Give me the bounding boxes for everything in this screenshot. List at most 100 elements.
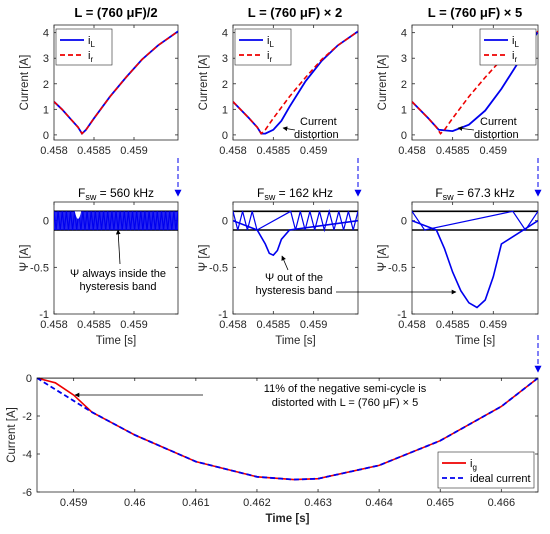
plot-3-ylabel: Current [A]	[377, 55, 389, 111]
plot-2-legend-label-2: ir	[267, 50, 272, 64]
plot-3-xtick-label: 0.458	[398, 145, 426, 157]
annotation-bottom: 11% of the negative semi-cycle is distort…	[264, 383, 427, 409]
plot-1-ytick-label: 4	[43, 28, 49, 40]
plot-3-ytick-label: 0	[401, 130, 407, 142]
plot-4-xtick-label: 0.458	[40, 319, 68, 331]
title-3: L = (760 μF) × 5	[428, 5, 522, 20]
plot-7-xtick-label: 0.463	[304, 497, 332, 509]
plot-6-axes-box	[411, 201, 539, 315]
plot-7-xtick-label: 0.466	[488, 497, 516, 509]
annotation-arrow-out-2	[281, 255, 289, 271]
title-1: L = (760 μF)/2	[74, 5, 157, 20]
plot-5-xtick-label: 0.4585	[256, 319, 290, 331]
plot-4-switching-fill	[54, 211, 178, 230]
annotation-arrow-cd-3	[457, 126, 475, 131]
plot-3-legend-label-2: ir	[512, 50, 517, 64]
plot-1-data	[54, 30, 178, 136]
plot-4-switching-ripple	[54, 211, 178, 231]
plot-7-legend-label-1: ig	[470, 458, 477, 472]
plot-7-xtick-label: 0.461	[182, 497, 210, 509]
plot-7-xlabel: Time [s]	[266, 513, 310, 525]
plot-1-ytick-label: 3	[43, 53, 49, 65]
plot-4-xtick-label: 0.459	[120, 319, 148, 331]
annotation-arrow-inside	[115, 229, 121, 265]
plot-2-ytick-label: 1	[222, 104, 228, 116]
plot-7-data	[37, 378, 538, 481]
plot-1-series-a	[54, 30, 178, 136]
plot-3-ytick-label: 1	[401, 104, 407, 116]
plot-2-series-b	[233, 30, 358, 135]
plot-3-xtick-label: 0.4585	[436, 145, 470, 157]
plot-3-legend-label-1: iL	[512, 35, 519, 49]
plot-5-ytick-label: 0	[222, 216, 228, 228]
plot-5-data	[233, 208, 358, 257]
plot-4-ylabel: Ψ [A]	[19, 245, 31, 272]
fsw-label-3: Fsw = 67.3 kHz	[435, 186, 514, 202]
plot-2-xtick-label: 0.458	[219, 145, 247, 157]
plot-6-ylabel: Ψ [A]	[377, 245, 389, 272]
plot-3-ytick-label: 2	[401, 79, 407, 91]
plot-1-legend-label-1: iL	[88, 35, 95, 49]
plot-1-xtick-label: 0.4585	[77, 145, 111, 157]
plot-5-axes-box	[232, 201, 359, 315]
plot-6-ytick-label: -1	[397, 309, 407, 321]
plot-1-ytick-label: 2	[43, 79, 49, 91]
plot-3-legend-box	[479, 28, 537, 66]
plot-3-ytick-label: 3	[401, 53, 407, 65]
title-2: L = (760 μF) × 2	[248, 5, 342, 20]
annotation-psi-inside: Ψ always inside the hysteresis band	[70, 268, 166, 293]
plot-1-ylabel: Current [A]	[19, 55, 31, 111]
plot-6-ytick-label: 0	[401, 216, 407, 228]
plot-5-ytick-label: -0.5	[209, 262, 228, 274]
plot-6-xtick-label: 0.458	[398, 319, 426, 331]
plot-4-xtick-label: 0.4585	[77, 319, 111, 331]
annotation-current-distortion-3: Current distortion	[474, 116, 519, 141]
plot-2-ytick-label: 0	[222, 130, 228, 142]
plot-7-legend-box	[437, 451, 535, 489]
plot-1-xtick-label: 0.458	[40, 145, 68, 157]
plot-4-xlabel: Time [s]	[96, 335, 136, 347]
fsw-label-1: Fsw = 560 kHz	[78, 186, 154, 202]
plot-4-ytick-label: -1	[39, 309, 49, 321]
plot-1-legend-label-2: ir	[88, 50, 93, 64]
plot-5-switching-ripple	[233, 208, 358, 233]
plot-2-ytick-label: 4	[222, 28, 228, 40]
plot-4-data	[54, 210, 178, 231]
plot-2-ytick-label: 2	[222, 79, 228, 91]
plot-3-ytick-label: 4	[401, 28, 407, 40]
plot-7-xtick-label: 0.465	[426, 497, 454, 509]
plot-5-xlabel: Time [s]	[275, 335, 315, 347]
plot-4-ytick-label: -0.5	[30, 262, 49, 274]
plot-7-ytick-label: -6	[22, 487, 32, 499]
plot-7-xtick-label: 0.46	[124, 497, 145, 509]
plot-7-ytick-label: -4	[22, 449, 32, 461]
plot-2-data	[233, 30, 358, 135]
plot-6-xtick-label: 0.4585	[436, 319, 470, 331]
plot-1-ytick-label: 1	[43, 104, 49, 116]
plot-4-gap	[74, 211, 82, 219]
plot-7-ytick-label: 0	[26, 373, 32, 385]
plot-7-xtick-label: 0.459	[60, 497, 88, 509]
plot-7-xtick-label: 0.462	[243, 497, 271, 509]
plot-1-legend-box	[55, 28, 113, 66]
plot-1-xtick-label: 0.459	[120, 145, 148, 157]
plot-2-legend-label-1: iL	[267, 35, 274, 49]
plot-6-xlabel: Time [s]	[455, 335, 495, 347]
plot-2-xtick-label: 0.459	[300, 145, 328, 157]
plot-2-legend-box	[234, 28, 292, 66]
fsw-label-2: Fsw = 162 kHz	[257, 186, 333, 202]
plot-4-ytick-label: 0	[43, 216, 49, 228]
annotation-psi-out: Ψ out of the hysteresis band	[255, 272, 332, 297]
plot-6-data	[412, 210, 538, 309]
plot-6-xtick-label: 0.459	[480, 319, 508, 331]
plot-5-xtick-label: 0.458	[219, 319, 247, 331]
plot-2-ylabel: Current [A]	[198, 55, 210, 111]
annotation-arrow-cd-2	[282, 126, 296, 132]
plot-7-ytick-label: -2	[22, 411, 32, 423]
plot-5-series-psi	[233, 219, 358, 257]
plot-3-xtick-label: 0.459	[480, 145, 508, 157]
plot-7-xtick-label: 0.464	[365, 497, 393, 509]
plot-5-ytick-label: -1	[218, 309, 228, 321]
